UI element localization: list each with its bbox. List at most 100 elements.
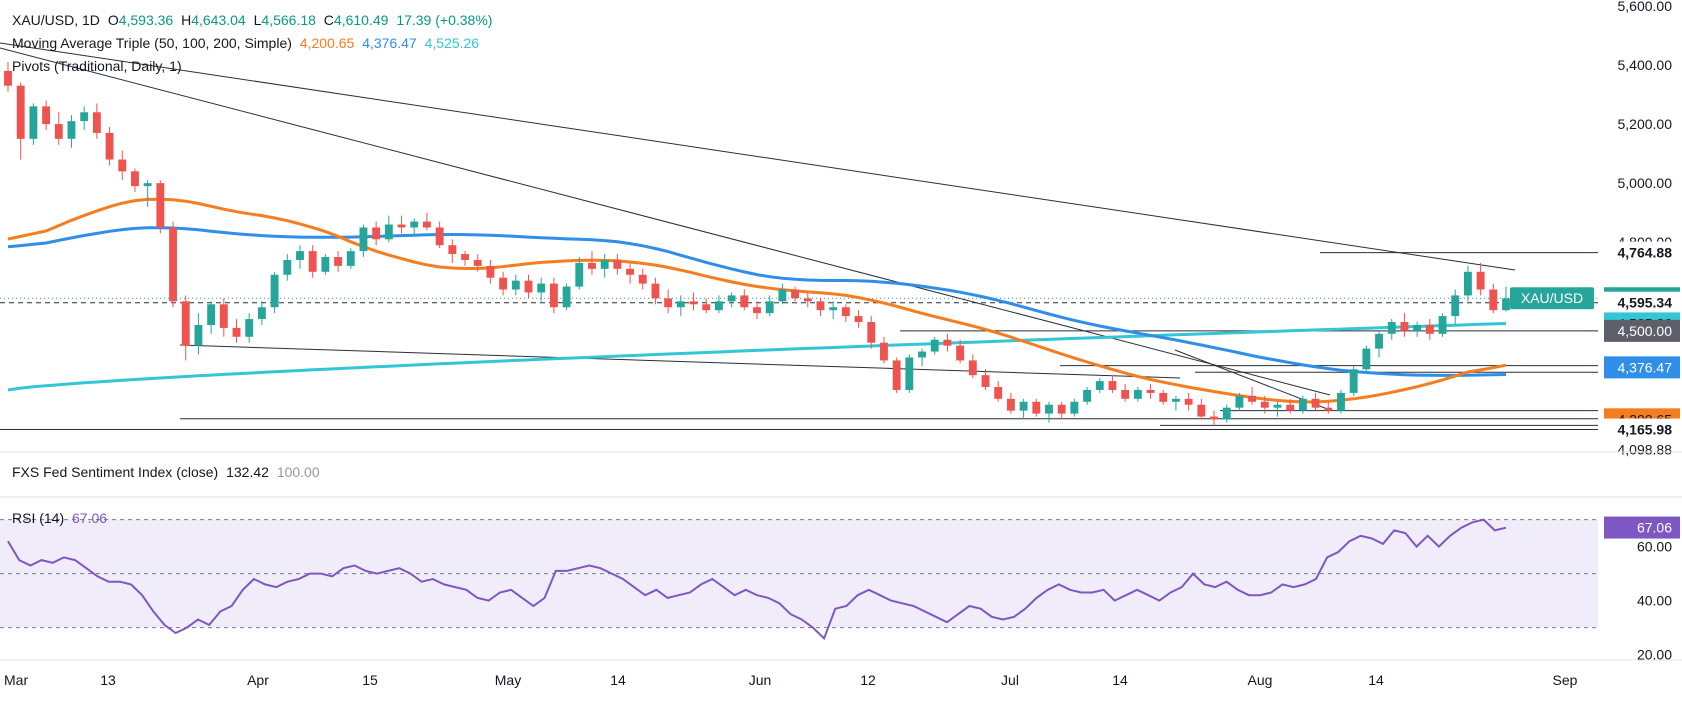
candle[interactable] — [867, 322, 876, 343]
candle[interactable] — [1362, 348, 1371, 370]
candle[interactable] — [473, 259, 482, 266]
candle[interactable] — [486, 265, 495, 278]
candle[interactable] — [1019, 401, 1028, 411]
candle[interactable] — [765, 301, 774, 314]
candle[interactable] — [245, 319, 254, 337]
candle[interactable] — [1121, 389, 1130, 399]
price-label[interactable]: 4,764.88 — [1604, 241, 1680, 264]
candle[interactable] — [588, 262, 596, 269]
candle[interactable] — [42, 106, 51, 125]
candle[interactable] — [1438, 316, 1447, 334]
candle[interactable] — [143, 183, 152, 187]
price-label[interactable]: 4,595.34 — [1604, 291, 1680, 314]
candle[interactable] — [892, 360, 901, 390]
candle[interactable] — [1197, 404, 1206, 417]
candle[interactable] — [270, 274, 279, 308]
candle[interactable] — [638, 274, 647, 284]
candle[interactable] — [54, 124, 63, 139]
candle[interactable] — [194, 324, 203, 346]
time-axis[interactable]: Mar 13 Apr 15 May 14 Jun 12 Jul 14 Aug 14 Sep — [4, 672, 1578, 688]
candle[interactable] — [16, 85, 25, 139]
trend-line[interactable] — [179, 344, 1181, 379]
candle[interactable] — [105, 132, 114, 160]
ma100-line[interactable] — [7, 226, 1507, 377]
candle[interactable] — [575, 262, 584, 287]
candle[interactable] — [29, 106, 38, 139]
rsi-line[interactable] — [7, 518, 1507, 641]
candle[interactable] — [1083, 389, 1092, 402]
candle[interactable] — [714, 301, 723, 311]
candle[interactable] — [994, 387, 1003, 399]
candle[interactable] — [689, 301, 698, 305]
candle[interactable] — [499, 277, 508, 290]
candle[interactable] — [1311, 398, 1320, 408]
candle[interactable] — [968, 360, 977, 376]
candle[interactable] — [1159, 392, 1168, 402]
candle[interactable] — [1375, 333, 1383, 349]
candle[interactable] — [80, 112, 89, 122]
candle[interactable] — [296, 251, 304, 260]
candle[interactable] — [511, 280, 520, 290]
candle[interactable] — [956, 345, 965, 361]
candle[interactable] — [600, 259, 609, 269]
candle[interactable] — [92, 112, 101, 133]
candle[interactable] — [346, 251, 355, 266]
candle[interactable] — [1324, 407, 1333, 411]
candle[interactable] — [1286, 404, 1295, 411]
candle[interactable] — [778, 289, 787, 302]
candle[interactable] — [1298, 398, 1307, 411]
candle[interactable] — [905, 357, 914, 390]
candle[interactable] — [1248, 395, 1257, 402]
candle[interactable] — [1387, 322, 1396, 334]
candle[interactable] — [829, 307, 838, 311]
candle[interactable] — [131, 171, 139, 187]
candle[interactable] — [1210, 416, 1218, 420]
candle[interactable] — [384, 224, 393, 240]
candle[interactable] — [334, 257, 343, 266]
candle[interactable] — [461, 254, 469, 260]
candle[interactable] — [1349, 369, 1358, 393]
candle[interactable] — [1006, 398, 1015, 411]
candle[interactable] — [410, 221, 419, 228]
candle[interactable] — [918, 351, 926, 358]
candle[interactable] — [1337, 392, 1345, 411]
candle[interactable] — [727, 295, 736, 302]
candle[interactable] — [1502, 298, 1510, 311]
candle[interactable] — [981, 375, 990, 388]
candle[interactable] — [219, 304, 228, 328]
candle[interactable] — [1463, 271, 1472, 296]
candle[interactable] — [372, 227, 381, 240]
candle[interactable] — [435, 227, 444, 246]
price-label[interactable]: 4,376.47 — [1604, 356, 1680, 379]
candle[interactable] — [740, 295, 749, 308]
candle[interactable] — [1400, 322, 1409, 331]
candle[interactable] — [1095, 381, 1104, 390]
candle[interactable] — [930, 339, 939, 352]
candle[interactable] — [1222, 407, 1231, 420]
candle[interactable] — [308, 251, 317, 272]
candle[interactable] — [1045, 404, 1053, 414]
candle[interactable] — [524, 280, 533, 293]
candle[interactable] — [1133, 389, 1142, 399]
ma200-line[interactable] — [7, 322, 1507, 392]
candle[interactable] — [1235, 395, 1244, 408]
price-label[interactable]: 4,500.00 — [1604, 319, 1680, 342]
candle[interactable] — [422, 221, 431, 228]
candle[interactable] — [854, 316, 863, 323]
candle[interactable] — [803, 298, 812, 302]
candle[interactable] — [1184, 398, 1193, 405]
candle[interactable] — [537, 283, 546, 293]
candle[interactable] — [1413, 324, 1422, 331]
candle[interactable] — [651, 283, 660, 299]
candle[interactable] — [626, 268, 634, 275]
candle[interactable] — [753, 307, 761, 314]
candle[interactable] — [613, 259, 622, 269]
candle[interactable] — [1476, 271, 1485, 290]
candle[interactable] — [169, 227, 177, 302]
candle[interactable] — [156, 183, 165, 228]
candle[interactable] — [118, 159, 127, 172]
candle[interactable] — [232, 327, 241, 337]
candle[interactable] — [181, 301, 190, 346]
candle[interactable] — [359, 227, 368, 252]
candle[interactable] — [1108, 381, 1117, 390]
